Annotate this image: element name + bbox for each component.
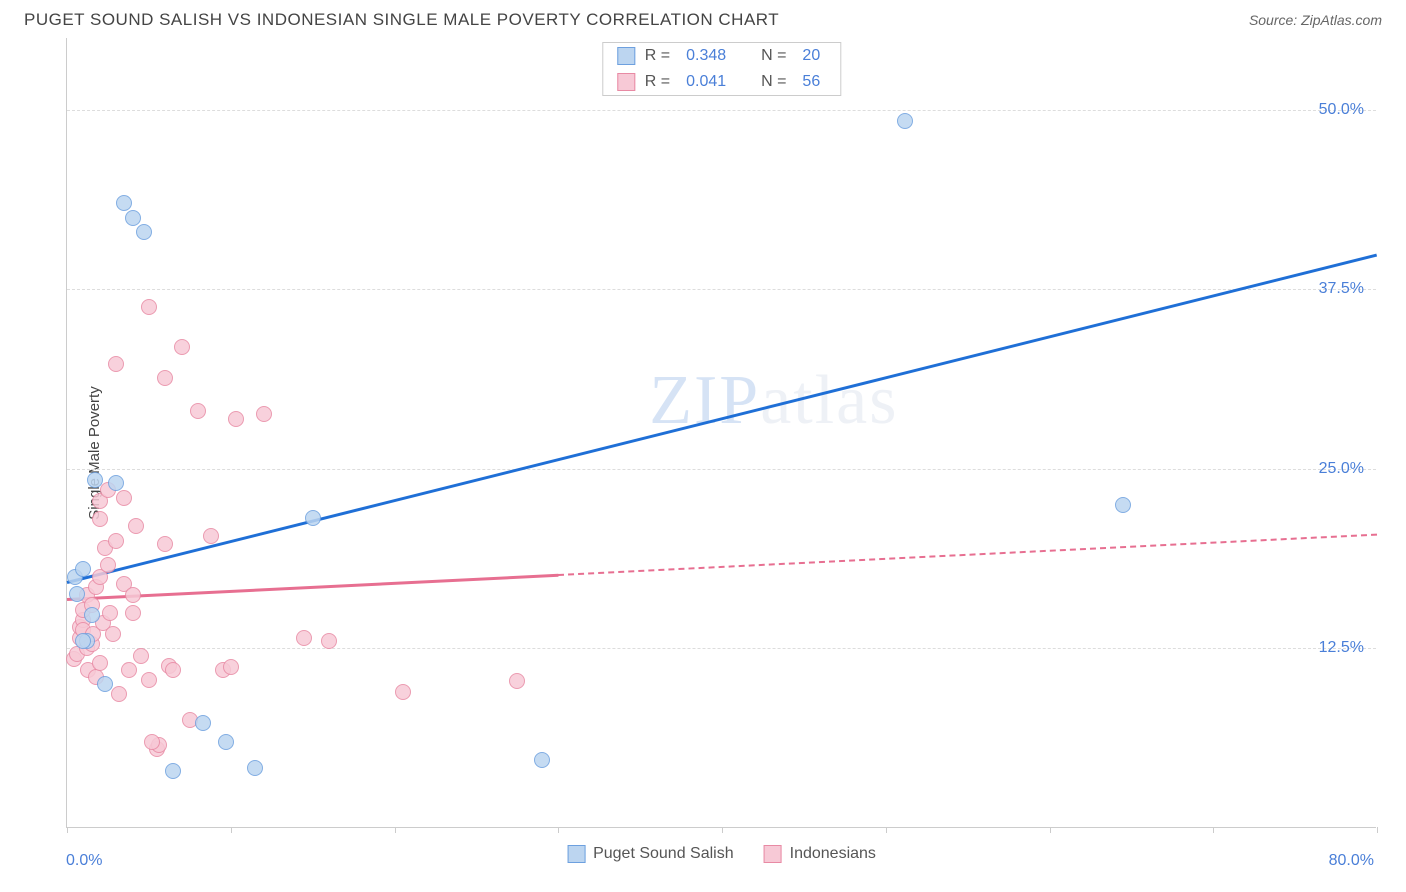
gridline [67,110,1376,111]
data-point [125,587,141,603]
chart-container: Single Male Poverty ZIPatlas R = 0.348 N… [20,38,1386,868]
y-tick-label: 12.5% [1319,639,1364,657]
data-point [125,210,141,226]
y-tick-label: 25.0% [1319,460,1364,478]
trend-line [67,574,558,601]
data-point [87,472,103,488]
data-point [1115,497,1131,513]
data-point [69,586,85,602]
data-point [144,734,160,750]
x-tick [1050,827,1051,833]
x-tick [558,827,559,833]
legend-series: Puget Sound Salish Indonesians [567,845,876,863]
data-point [128,518,144,534]
data-point [136,224,152,240]
swatch-indo-bottom [764,845,782,863]
swatch-indo [617,73,635,91]
data-point [111,686,127,702]
data-point [92,511,108,527]
data-point [121,662,137,678]
plot-area: ZIPatlas R = 0.348 N = 20 R = 0.041 N = … [66,38,1376,828]
data-point [228,411,244,427]
data-point [190,403,206,419]
data-point [141,299,157,315]
data-point [105,626,121,642]
x-tick [1377,827,1378,833]
swatch-salish [617,47,635,65]
x-tick [231,827,232,833]
data-point [509,673,525,689]
data-point [534,752,550,768]
x-tick [722,827,723,833]
data-point [296,630,312,646]
legend-item-indo: Indonesians [764,845,876,863]
data-point [897,113,913,129]
data-point [108,475,124,491]
trend-line [558,534,1377,576]
data-point [218,734,234,750]
data-point [125,605,141,621]
data-point [223,659,239,675]
gridline [67,469,1376,470]
data-point [75,561,91,577]
chart-title: PUGET SOUND SALISH VS INDONESIAN SINGLE … [24,10,779,30]
data-point [165,763,181,779]
swatch-salish-bottom [567,845,585,863]
legend-stats-box: R = 0.348 N = 20 R = 0.041 N = 56 [602,42,841,96]
data-point [102,605,118,621]
data-point [165,662,181,678]
gridline [67,289,1376,290]
data-point [321,633,337,649]
data-point [75,633,91,649]
data-point [108,533,124,549]
data-point [203,528,219,544]
data-point [84,607,100,623]
gridline [67,648,1376,649]
data-point [247,760,263,776]
data-point [92,655,108,671]
legend-stats-row-salish: R = 0.348 N = 20 [603,43,840,69]
x-tick [395,827,396,833]
x-min-label: 0.0% [66,852,102,870]
data-point [157,536,173,552]
x-max-label: 80.0% [1329,852,1374,870]
data-point [141,672,157,688]
data-point [108,356,124,372]
data-point [256,406,272,422]
data-point [116,490,132,506]
data-point [174,339,190,355]
source-credit: Source: ZipAtlas.com [1249,12,1382,28]
data-point [195,715,211,731]
data-point [157,370,173,386]
x-tick [1213,827,1214,833]
data-point [395,684,411,700]
legend-stats-row-indo: R = 0.041 N = 56 [603,69,840,95]
data-point [100,557,116,573]
y-tick-label: 50.0% [1319,101,1364,119]
legend-item-salish: Puget Sound Salish [567,845,734,863]
data-point [305,510,321,526]
y-tick-label: 37.5% [1319,280,1364,298]
data-point [97,676,113,692]
x-tick [67,827,68,833]
x-tick [886,827,887,833]
data-point [133,648,149,664]
